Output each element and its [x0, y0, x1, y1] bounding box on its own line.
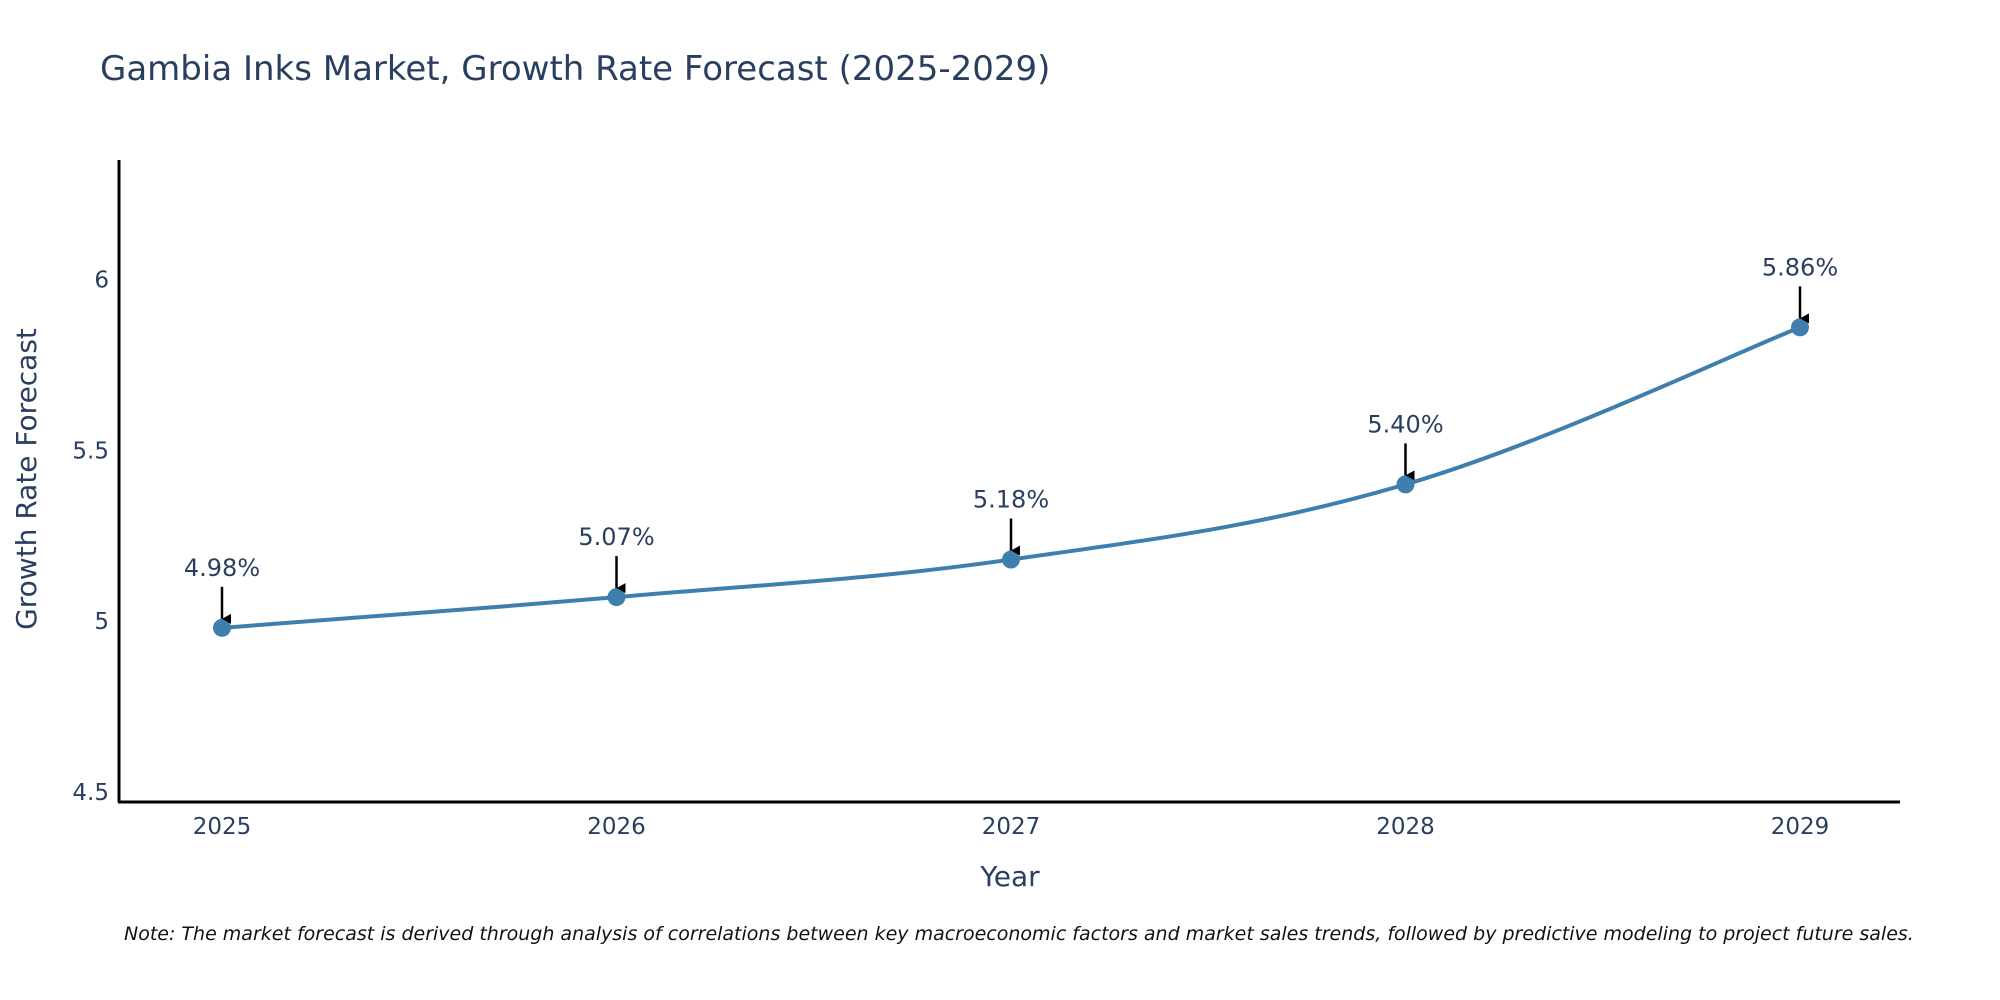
data-point-2027 [1002, 550, 1020, 569]
series-line [221, 325, 1801, 630]
data-point-2029 [1791, 318, 1809, 337]
y-tick-label: 5.5 [72, 438, 109, 464]
x-tick-label: 2026 [587, 814, 646, 840]
x-tick-label: 2028 [1376, 814, 1435, 840]
y-tick-label: 6 [94, 268, 109, 294]
y-tick-label: 4.5 [72, 780, 109, 806]
data-point-2028 [1396, 475, 1415, 494]
series-line-layer [221, 325, 1801, 630]
data-label-2025: 4.98% [184, 554, 260, 582]
x-axis-title: Year [979, 860, 1040, 893]
forecast-note: Note: The market forecast is derived thr… [124, 923, 1914, 945]
data-label-2028: 5.40% [1367, 410, 1443, 438]
data-points-layer [213, 318, 1809, 637]
x-tick-label: 2025 [193, 814, 252, 840]
axes-layer: 4.5 5 5.5 6 2025 2026 2027 2028 2029 [72, 160, 1900, 840]
data-point-2025 [213, 618, 231, 637]
data-point-2026 [607, 588, 626, 607]
chart-title: Gambia Inks Market, Growth Rate Forecast… [100, 49, 1050, 89]
y-tick-label: 5 [94, 609, 109, 635]
data-labels-layer: 4.98% 5.07% 5.18% 5.40% 5.86% [184, 253, 1838, 624]
y-axis-title: Growth Rate Forecast [10, 328, 43, 630]
data-label-2029: 5.86% [1762, 253, 1838, 281]
data-label-2027: 5.18% [973, 486, 1049, 514]
x-tick-label: 2029 [1771, 814, 1830, 840]
data-label-2026: 5.07% [578, 523, 654, 551]
x-tick-label: 2027 [982, 814, 1041, 840]
